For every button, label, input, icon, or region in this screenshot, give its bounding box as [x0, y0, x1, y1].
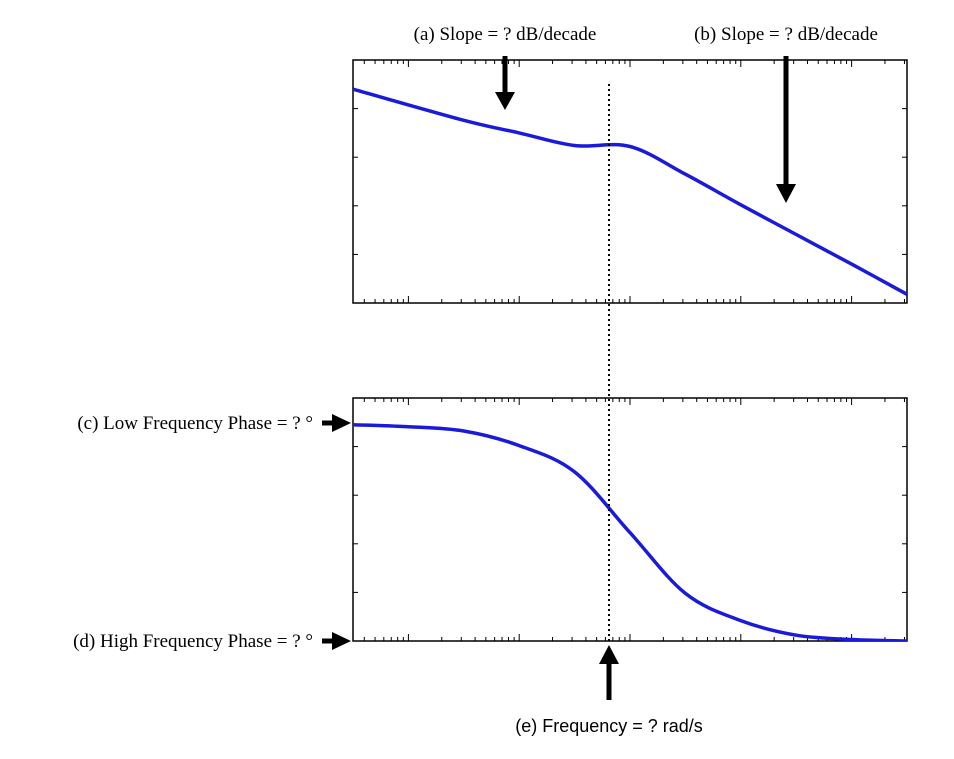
magnitude-curve — [353, 87, 907, 296]
annotation-e-label: (e) Frequency = ? rad/s — [515, 716, 703, 736]
arrow-d — [322, 632, 351, 650]
annotation-d-label: (d) High Frequency Phase = ? ° — [73, 631, 313, 652]
arrow-b — [776, 56, 796, 203]
annotation-b-label: (b) Slope = ? dB/decade — [694, 24, 878, 45]
phase-plot-frame — [352, 397, 908, 642]
magnitude-tick-marks — [353, 60, 907, 303]
magnitude-panel — [352, 59, 908, 304]
phase-curve — [353, 422, 907, 641]
annotation-a-label: (a) Slope = ? dB/decade — [414, 24, 597, 45]
phase-tick-marks — [353, 398, 907, 641]
annotation-c-label: (c) Low Frequency Phase = ? ° — [77, 413, 313, 434]
arrow-e — [599, 645, 619, 700]
phase-panel — [352, 397, 908, 642]
arrow-c — [322, 414, 351, 432]
magnitude-plot-frame — [352, 59, 908, 304]
arrow-a — [495, 56, 515, 110]
